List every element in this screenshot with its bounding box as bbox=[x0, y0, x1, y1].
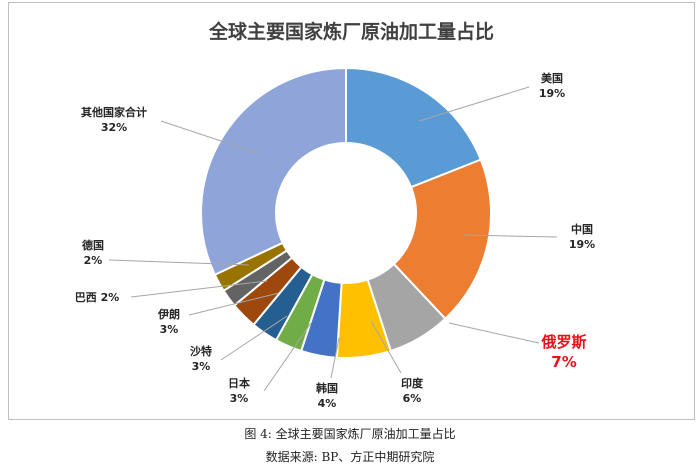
chart-title: 全球主要国家炼厂原油加工量占比 bbox=[208, 21, 494, 43]
value-label-0: 19% bbox=[539, 87, 565, 100]
leader-line-1 bbox=[463, 234, 558, 238]
leader-line-5 bbox=[263, 322, 312, 392]
source-caption: 数据来源: BP、方正中期研究院 bbox=[265, 450, 435, 464]
category-label-6: 沙特 bbox=[190, 344, 212, 358]
category-label-2: 俄罗斯 bbox=[540, 333, 586, 351]
value-label-10: 32% bbox=[101, 121, 127, 134]
category-label-8: 巴西 2% bbox=[75, 291, 120, 304]
leader-line-6 bbox=[220, 315, 288, 361]
value-label-3: 6% bbox=[403, 392, 422, 405]
leader-line-8 bbox=[130, 280, 268, 298]
figure-caption: 图 4: 全球主要国家炼厂原油加工量占比 bbox=[244, 427, 456, 441]
leader-line-9 bbox=[108, 259, 250, 266]
leader-line-0 bbox=[418, 86, 530, 122]
category-label-9: 德国 bbox=[81, 238, 104, 252]
slice-0 bbox=[345, 66, 483, 189]
value-label-2: 7% bbox=[551, 353, 576, 371]
category-label-0: 美国 bbox=[541, 71, 563, 85]
leader-line-4 bbox=[330, 337, 340, 379]
chart-frame: 全球主要国家炼厂原油加工量占比 美国 19% 中国 19% 俄罗斯 7% 印度 6% 韩国 4% 日… bbox=[8, 2, 695, 420]
leader-line-2 bbox=[448, 322, 540, 344]
value-label-7: 3% bbox=[160, 323, 179, 336]
category-label-5: 日本 bbox=[228, 376, 250, 390]
value-label-1: 19% bbox=[569, 238, 595, 251]
category-label-4: 韩国 bbox=[316, 381, 338, 395]
leader-line-10 bbox=[160, 120, 258, 154]
value-label-4: 4% bbox=[318, 397, 337, 410]
value-label-9: 2% bbox=[84, 254, 103, 267]
category-label-10: 其他国家合计 bbox=[81, 105, 147, 119]
category-label-7: 伊朗 bbox=[157, 307, 180, 321]
category-label-3: 印度 bbox=[401, 376, 424, 390]
leader-line-7 bbox=[188, 292, 280, 316]
category-label-1: 中国 bbox=[571, 222, 593, 236]
value-label-6: 3% bbox=[192, 360, 211, 373]
slice-1 bbox=[392, 158, 492, 321]
leader-line-3 bbox=[370, 320, 402, 374]
donut-chart: 美国 19% 中国 19% 俄罗斯 7% 印度 6% 韩国 4% 日本 3% 沙特 3% 伊朗 3% 巴西 2%… bbox=[75, 66, 595, 410]
value-label-5: 3% bbox=[230, 392, 249, 405]
slice-10 bbox=[200, 66, 347, 277]
